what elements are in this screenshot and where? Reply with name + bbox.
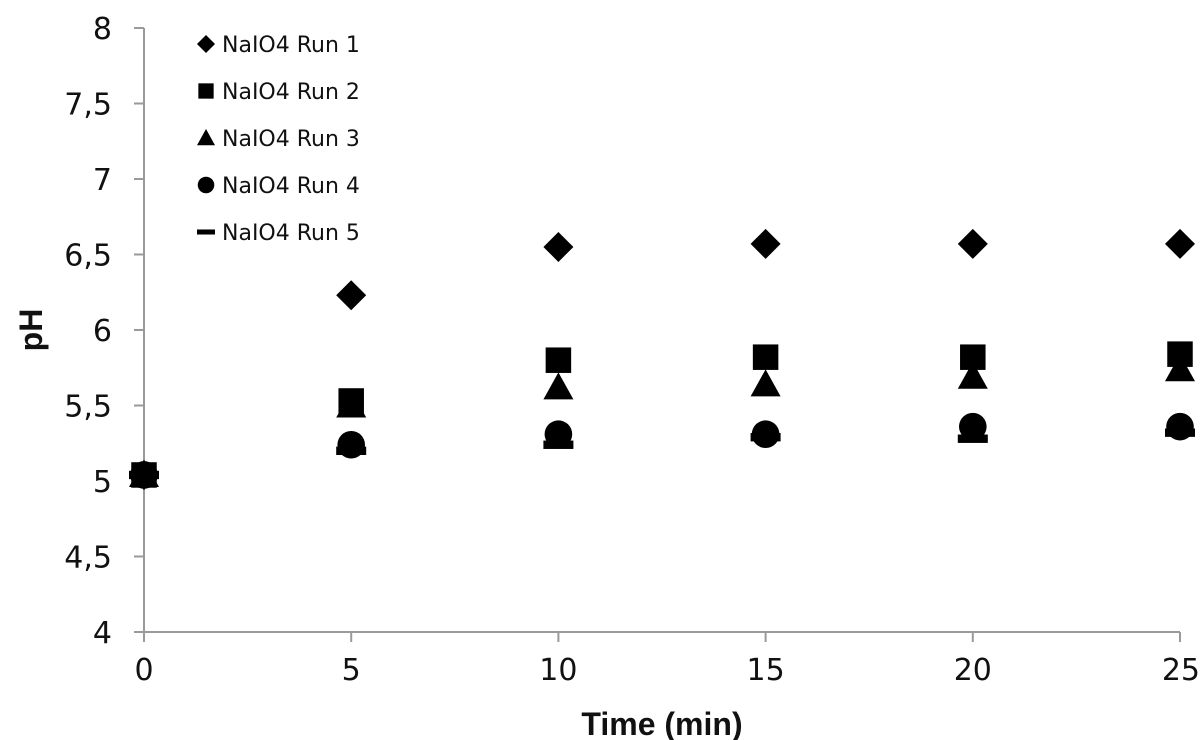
x-tick-label: 15 (747, 653, 785, 688)
data-markers (129, 228, 1195, 490)
y-tick-label: 6,5 (64, 239, 112, 274)
legend: NaIO4 Run 1 NaIO4 Run 2 NaIO4 Run 3 NaIO4 R… (197, 33, 360, 246)
y-tick-label: 5 (93, 465, 112, 500)
data-point-dash (129, 470, 159, 480)
y-tick-label: 6 (93, 314, 112, 349)
y-tick-label: 4 (93, 616, 112, 651)
data-point-diamond (543, 231, 574, 262)
legend-marker-circle (197, 176, 215, 194)
x-ticks: 0 5 10 15 20 25 (134, 632, 1200, 688)
x-axis-title: Time (min) (581, 706, 742, 740)
data-point-dash (957, 434, 988, 443)
legend-label: NaIO4 Run 2 (222, 80, 360, 105)
x-tick-label: 0 (134, 653, 153, 688)
data-point-triangle (543, 372, 574, 400)
x-tick-label: 5 (342, 653, 361, 688)
x-tick-label: 20 (954, 653, 992, 688)
y-tick-label: 5,5 (64, 390, 112, 425)
data-point-circle (959, 412, 987, 441)
legend-label: NaIO4 Run 3 (222, 127, 360, 152)
y-tick-label: 4,5 (64, 541, 112, 576)
axes (143, 28, 1180, 633)
y-tick-label: 8 (93, 12, 112, 47)
legend-label: NaIO4 Run 1 (222, 33, 360, 58)
series-2 (131, 341, 1193, 488)
legend-marker-diamond (197, 35, 215, 53)
series-3 (129, 354, 1195, 487)
y-axis-title: pH (13, 309, 49, 352)
data-point-triangle (1165, 354, 1195, 382)
data-point-triangle (750, 369, 781, 397)
data-point-dash (750, 433, 781, 442)
legend-marker-square (198, 83, 214, 99)
legend-marker-dash (197, 229, 215, 235)
data-point-dash (543, 440, 574, 449)
data-point-dash (336, 446, 367, 455)
data-point-dash (1165, 428, 1195, 437)
y-tick-label: 7,5 (64, 88, 112, 123)
legend-label: NaIO4 Run 4 (222, 174, 360, 199)
legend-marker-triangle (197, 129, 215, 146)
x-tick-label: 10 (539, 653, 577, 688)
data-point-square (545, 347, 572, 373)
series-4 (130, 412, 1194, 489)
data-point-square (752, 344, 779, 370)
data-point-diamond (336, 280, 367, 311)
data-point-triangle (957, 361, 988, 389)
data-point-diamond (1165, 228, 1195, 259)
data-point-triangle (336, 390, 367, 418)
y-tick-label: 7 (93, 163, 112, 198)
y-ticks: 4 4,5 5 5,5 6 6,5 7 7,5 8 (64, 12, 144, 651)
data-point-diamond (750, 228, 781, 259)
series-1 (129, 228, 1195, 490)
legend-label: NaIO4 Run 5 (222, 221, 360, 246)
data-point-diamond (957, 228, 988, 259)
series-5 (129, 428, 1195, 480)
x-tick-label: 25 (1162, 653, 1200, 688)
